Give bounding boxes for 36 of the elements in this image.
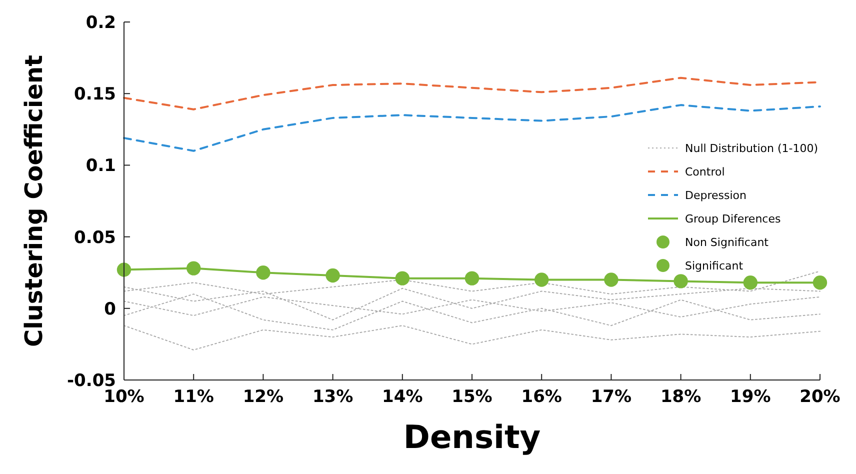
line-series [123,104,821,152]
x-tick-label: 11% [173,387,214,407]
point [116,262,132,277]
x-tick-label: 14% [382,387,423,407]
legend-label: Significant [685,259,744,272]
x-tick-label: 15% [452,387,492,407]
y-tick-label: 0 [104,299,116,320]
x-tick-label: 18% [660,387,702,407]
x-tick-label: 19% [730,387,771,407]
legend-label: Control [685,165,725,178]
y-tick-label: 0.05 [74,228,116,248]
line-series [124,325,820,350]
y-tick-label: 0.15 [74,84,116,105]
x-tick-label: 16% [521,387,562,407]
y-tick-label: 0.2 [86,12,116,33]
x-tick-label: 13% [312,387,354,407]
point [604,272,618,287]
x-tick-label: 17% [590,387,632,407]
point [186,261,201,276]
x-tick-label: 20% [800,387,840,407]
legend-label: Depression [685,188,747,202]
point [674,274,688,288]
y-tick-label: 0.1 [86,156,116,176]
point [812,276,828,290]
point [326,268,340,283]
legend-label: Non Significant [685,236,770,249]
legend-label: Null Distribution (1-100) [685,142,818,155]
x-tick-label: 12% [242,387,284,407]
point [464,271,480,286]
point [534,272,549,287]
point [256,266,270,280]
legend-label: Group Diferences [685,212,781,226]
y-axis-title: Clustering Coefficient [20,54,48,348]
point [395,271,410,286]
x-axis-title: Density [403,418,541,456]
point [743,276,758,290]
